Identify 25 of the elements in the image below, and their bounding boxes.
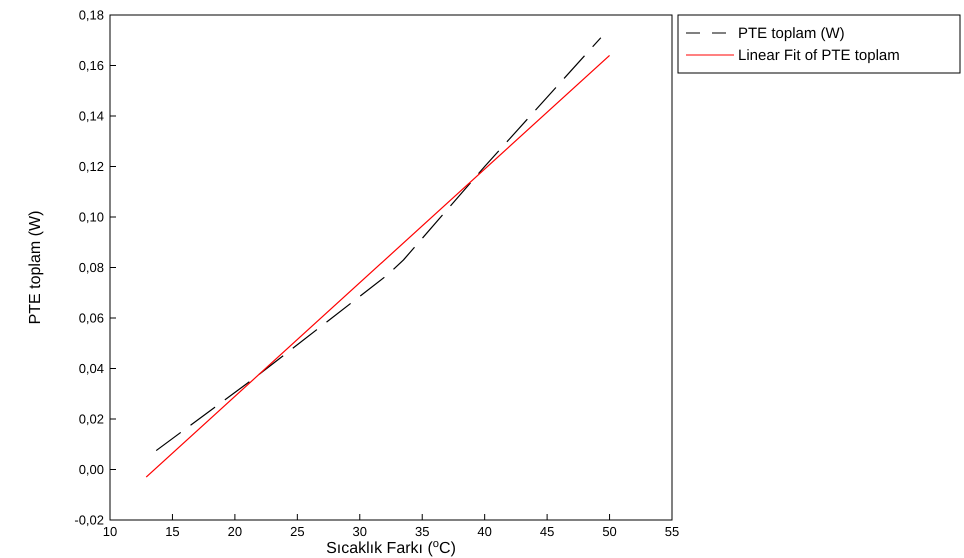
y-tick-label: 0,02 [78, 412, 104, 426]
y-tick-label: 0,18 [78, 8, 104, 22]
x-tick-label: 50 [602, 524, 617, 539]
y-tick-label: 0,10 [78, 210, 104, 224]
y-tick-label: 0,14 [78, 108, 104, 124]
x-tick-label: 45 [540, 524, 554, 539]
y-tick-label: 0,04 [78, 361, 104, 376]
y-tick-label: 0,00 [78, 462, 104, 477]
x-tick-label: 10 [102, 524, 118, 539]
y-tick-label: 0,08 [78, 260, 104, 275]
x-tick-label: 40 [477, 524, 492, 539]
y-tick-label: 0,12 [78, 159, 104, 174]
x-tick-label: 55 [664, 524, 680, 539]
x-tick-label: 30 [352, 524, 368, 539]
legend-label: PTE toplam (W) [738, 25, 845, 42]
y-tick-label: 0,06 [78, 310, 104, 326]
x-tick-label: 25 [290, 524, 305, 539]
x-tick-label: 15 [165, 524, 180, 539]
y-tick-label: -0,02 [74, 512, 104, 528]
legend-label: Linear Fit of PTE toplam [738, 47, 900, 64]
x-tick-label: 20 [228, 524, 242, 539]
y-axis-title: PTE toplam (W) [27, 210, 44, 324]
x-tick-label: 35 [414, 524, 430, 539]
y-tick-label: 0,16 [78, 58, 104, 73]
x-axis-title: Sıcaklık Farkı ($^{o}$C) [326, 538, 456, 557]
